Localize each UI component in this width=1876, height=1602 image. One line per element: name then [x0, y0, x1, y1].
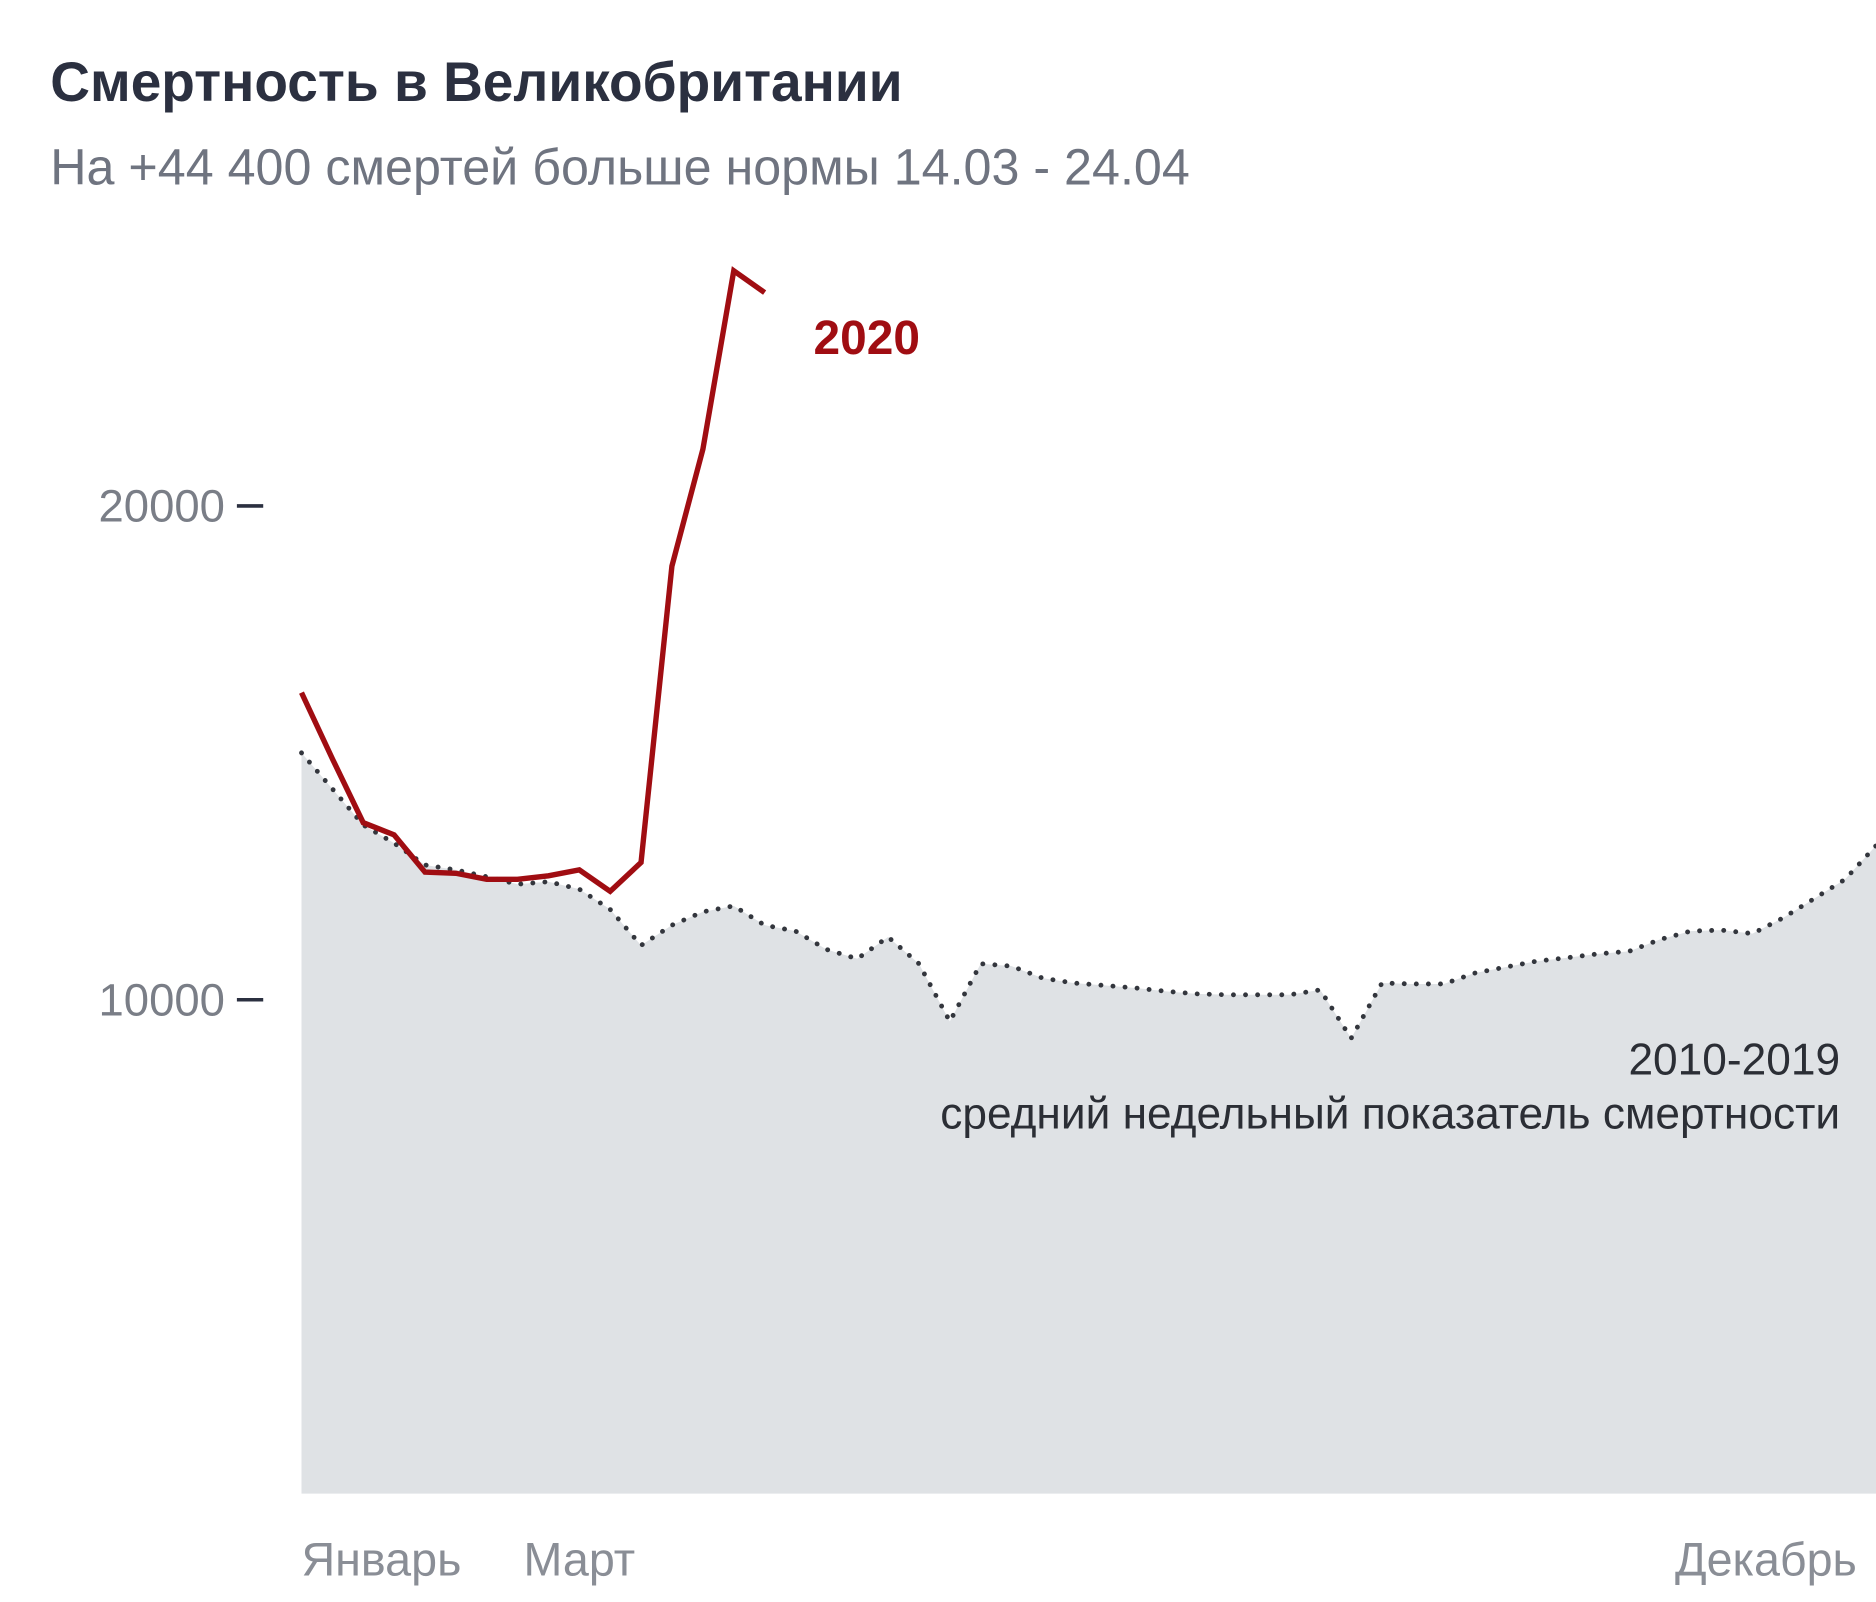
- annotation: средний недельный показатель смертности: [940, 1089, 1840, 1138]
- x-tick-label: Март: [524, 1533, 636, 1585]
- series-label: 2010-2019: [1628, 1035, 1840, 1084]
- series-label: 2020: [814, 312, 920, 365]
- chart-title: Смертность в Великобритании: [50, 51, 902, 113]
- y-tick-label: 10000: [99, 974, 225, 1025]
- line: [299, 750, 1876, 1043]
- y-tick-label: 20000: [99, 480, 225, 531]
- area: [301, 752, 1876, 1494]
- line: [299, 266, 767, 895]
- plot-area: 10000 20000 Январь Март Декабрь: [99, 266, 1876, 1586]
- x-tick-label: Январь: [302, 1533, 462, 1585]
- chart-subtitle: На +44 400 смертей больше нормы 14.03 - …: [50, 138, 1190, 195]
- x-tick-label: Декабрь: [1675, 1533, 1857, 1585]
